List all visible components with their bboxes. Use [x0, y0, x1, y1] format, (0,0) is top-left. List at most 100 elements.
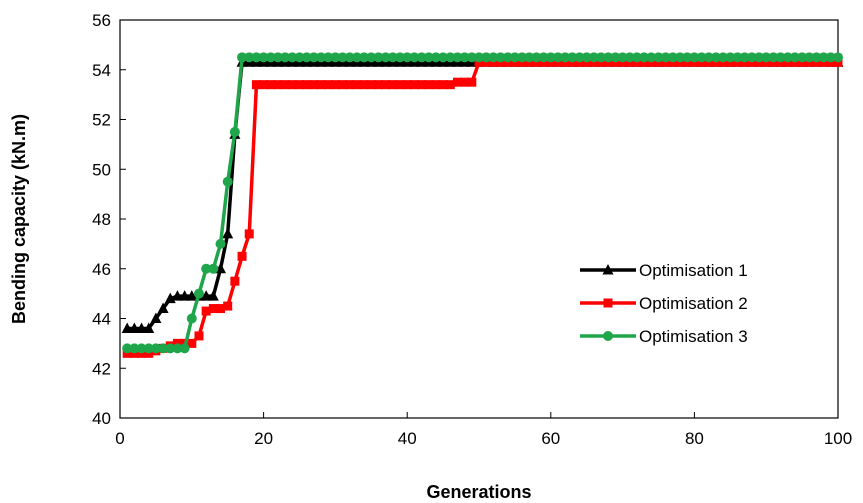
data-point	[201, 306, 211, 316]
data-point	[215, 238, 226, 249]
data-point	[395, 52, 406, 63]
data-point	[308, 52, 319, 63]
data-point	[560, 52, 571, 63]
data-point	[330, 52, 341, 63]
data-point	[136, 322, 148, 333]
data-point	[517, 52, 528, 63]
legend-label: Optimisation 1	[639, 261, 748, 280]
data-point	[452, 77, 462, 87]
data-point	[121, 322, 133, 333]
data-point	[259, 80, 269, 90]
data-point	[366, 52, 377, 63]
y-tick-label: 42	[92, 359, 111, 378]
data-point	[200, 290, 212, 301]
data-point	[460, 77, 470, 87]
data-point	[187, 338, 197, 348]
data-point	[617, 52, 628, 63]
data-point	[143, 343, 154, 354]
axes: 0 20 40 60 80 100 40 42 44 46 48 50 52 54 56	[92, 11, 852, 448]
data-point	[272, 52, 283, 63]
data-point	[251, 52, 262, 63]
data-point	[725, 52, 736, 63]
series-3	[122, 52, 843, 354]
data-point	[258, 52, 269, 63]
data-point	[237, 251, 247, 261]
data-point	[402, 52, 413, 63]
data-point	[179, 343, 190, 354]
data-point	[388, 80, 398, 90]
data-point	[797, 52, 808, 63]
data-point	[445, 80, 455, 90]
data-point	[545, 52, 556, 63]
data-point	[789, 52, 800, 63]
data-point	[186, 290, 198, 301]
data-point	[287, 80, 297, 90]
data-point	[265, 52, 276, 63]
data-point	[230, 276, 240, 286]
data-point	[222, 227, 234, 239]
data-point	[603, 52, 614, 63]
data-point	[804, 52, 815, 63]
x-tick-label: 20	[254, 429, 273, 448]
data-point	[438, 52, 449, 63]
y-tick-label: 56	[92, 11, 111, 30]
data-point	[287, 52, 298, 63]
data-point	[150, 312, 162, 323]
data-point	[207, 290, 219, 301]
data-point	[424, 80, 434, 90]
data-point	[244, 52, 255, 63]
data-point	[208, 263, 219, 274]
x-axis-title: Generations	[426, 482, 531, 502]
data-point	[309, 80, 319, 90]
x-tick-label: 60	[541, 429, 560, 448]
legend-marker	[602, 264, 614, 275]
data-point	[430, 52, 441, 63]
x-tick-label: 100	[824, 429, 852, 448]
data-point	[129, 343, 140, 354]
data-point	[488, 52, 499, 63]
data-point	[409, 80, 419, 90]
data-point	[143, 322, 155, 333]
data-point	[474, 52, 484, 63]
data-point	[739, 52, 750, 63]
data-point	[754, 52, 765, 63]
data-point	[667, 52, 678, 63]
data-point	[222, 176, 233, 187]
data-point	[452, 52, 463, 63]
y-tick-label: 48	[92, 210, 111, 229]
data-point	[352, 80, 362, 90]
data-point	[280, 52, 291, 63]
data-point	[417, 80, 427, 90]
data-point	[653, 52, 664, 63]
data-point	[223, 301, 233, 311]
data-point	[395, 80, 405, 90]
data-point	[811, 52, 822, 63]
data-point	[502, 52, 513, 63]
data-point	[768, 52, 779, 63]
data-point	[366, 80, 376, 90]
data-point	[244, 229, 254, 239]
data-point	[323, 52, 334, 63]
data-point	[459, 52, 470, 63]
data-point	[689, 52, 700, 63]
data-point	[344, 52, 355, 63]
legend-item-2: Optimisation 2	[580, 294, 748, 313]
data-point	[467, 77, 477, 87]
data-point	[179, 290, 191, 301]
data-point	[359, 52, 370, 63]
data-point	[552, 52, 563, 63]
legend-label: Optimisation 3	[639, 327, 748, 346]
y-tick-label: 52	[92, 111, 111, 130]
data-point	[409, 52, 420, 63]
data-point	[345, 80, 355, 90]
data-point	[280, 80, 290, 90]
data-point	[193, 288, 204, 299]
data-point	[703, 52, 714, 63]
y-tick-label: 46	[92, 260, 111, 279]
data-point	[675, 52, 686, 63]
data-point	[761, 52, 772, 63]
data-point	[833, 52, 843, 63]
legend-label: Optimisation 2	[639, 294, 748, 313]
data-point	[524, 52, 535, 63]
